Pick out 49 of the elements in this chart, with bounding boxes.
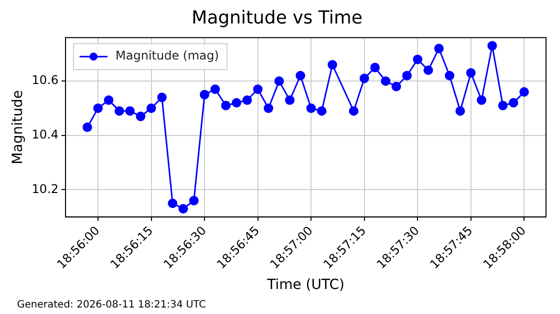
chart-title: Magnitude vs Time [192, 7, 362, 28]
point [168, 198, 178, 208]
point [200, 90, 210, 100]
point [316, 106, 326, 116]
legend-label: Magnitude (mag) [116, 48, 219, 63]
text: Generated: 2026-08-11 18:21:34 UTC [17, 300, 206, 311]
y-tick-label: 10.2 [32, 182, 59, 196]
point [274, 76, 284, 86]
point [178, 204, 188, 214]
point [253, 84, 263, 94]
point [519, 87, 529, 97]
point [221, 100, 231, 110]
point [487, 41, 497, 50]
point [306, 103, 316, 113]
point [328, 60, 338, 70]
point [136, 112, 146, 122]
point [210, 84, 220, 94]
point [189, 196, 199, 206]
point [444, 70, 454, 80]
point [232, 98, 242, 108]
point [264, 103, 274, 113]
y-axis-title: Magnitude [10, 90, 26, 164]
y-tick-label: 10.4 [32, 128, 59, 142]
point [348, 106, 358, 116]
point [146, 103, 156, 113]
point [412, 54, 422, 64]
point [476, 95, 486, 105]
point [157, 92, 167, 102]
point [392, 82, 402, 92]
point [93, 103, 103, 113]
point [360, 74, 370, 84]
point [82, 122, 92, 132]
point [466, 68, 476, 78]
point [498, 100, 508, 110]
point [508, 98, 518, 108]
point [370, 62, 380, 72]
point [380, 76, 390, 86]
point [296, 70, 306, 80]
point [402, 70, 412, 80]
point [285, 95, 295, 105]
point [125, 106, 135, 116]
point [242, 95, 252, 105]
point [434, 44, 444, 54]
point [114, 106, 124, 116]
y-tick-label: 10.6 [32, 73, 59, 88]
x-axis-title: Time (UTC) [266, 277, 344, 294]
point [104, 95, 114, 105]
point [455, 106, 465, 116]
point [424, 65, 434, 75]
